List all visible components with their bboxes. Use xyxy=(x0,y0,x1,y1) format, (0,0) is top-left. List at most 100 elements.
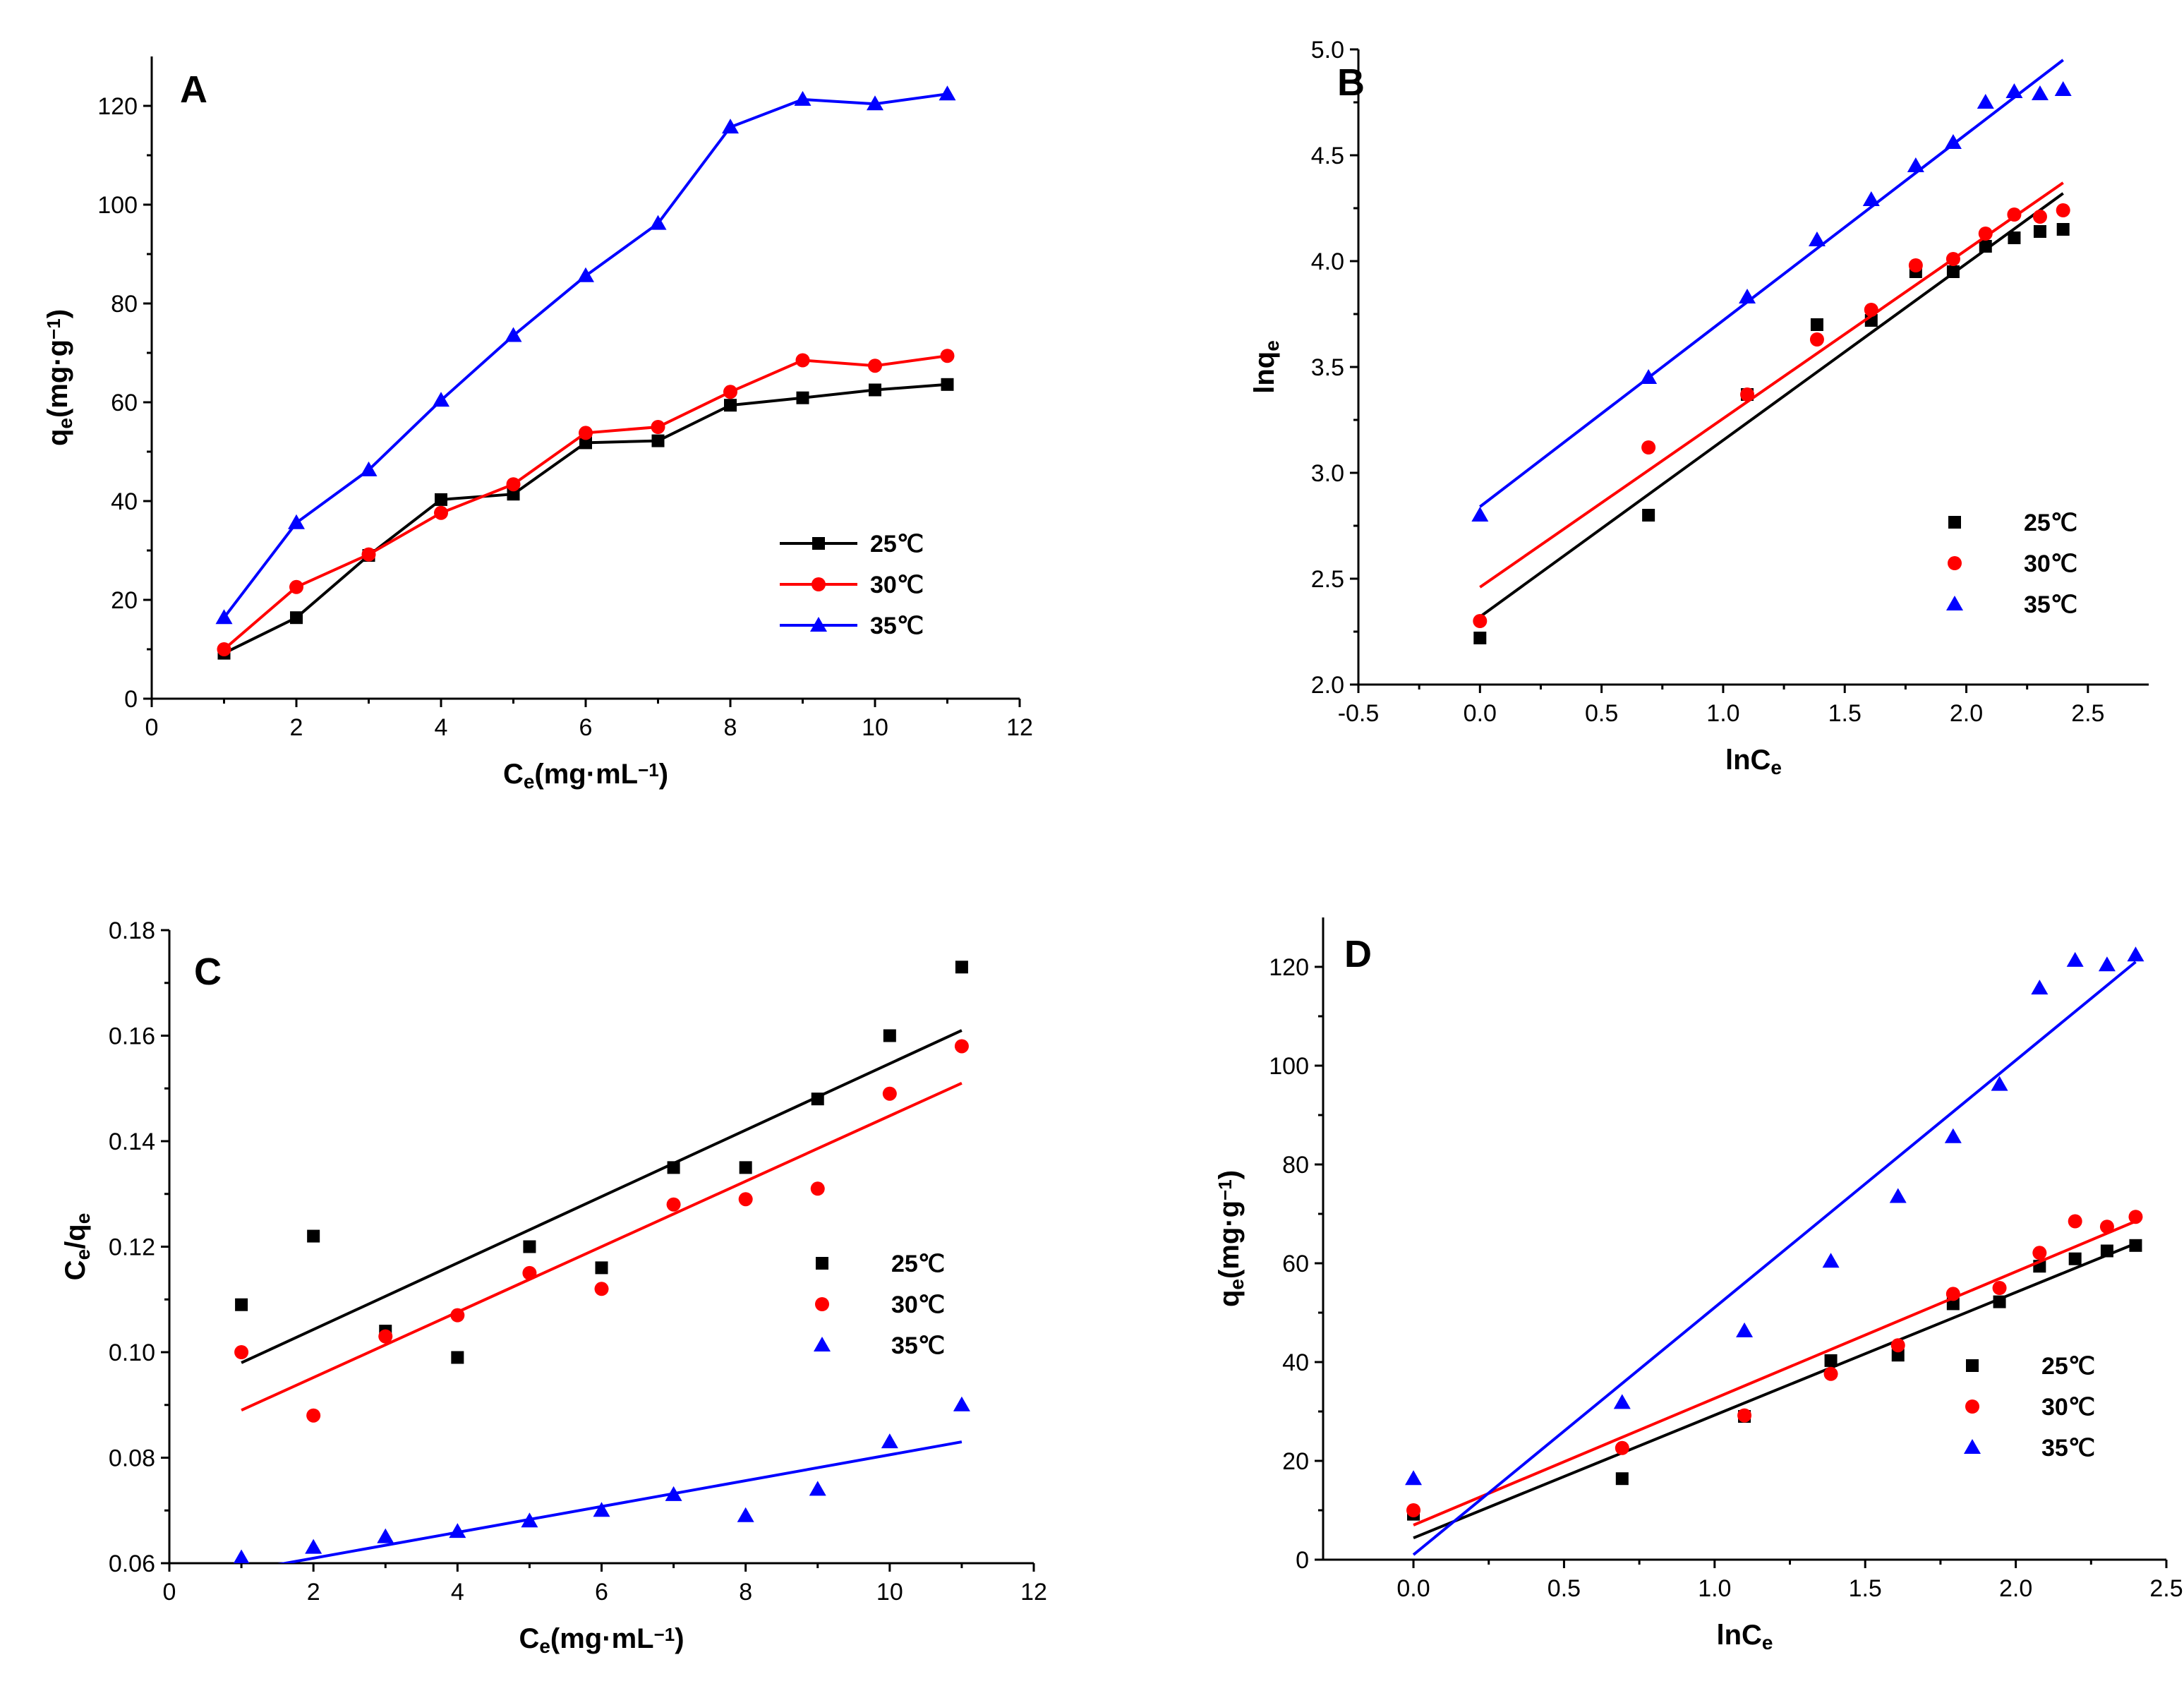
data-point xyxy=(722,119,739,134)
data-point xyxy=(433,392,450,407)
y-axis-title: qe(mg·g−1) xyxy=(1214,1170,1248,1307)
data-point xyxy=(449,1523,466,1539)
data-point xyxy=(2128,1210,2143,1224)
data-point xyxy=(868,359,882,373)
data-point xyxy=(594,1282,609,1296)
legend-label: 30℃ xyxy=(891,1291,945,1318)
data-point xyxy=(2066,951,2084,967)
data-point xyxy=(2068,1252,2082,1265)
data-point xyxy=(215,609,233,625)
data-point xyxy=(1615,1440,1629,1455)
data-point xyxy=(1613,1394,1631,1409)
fit-line xyxy=(241,1029,963,1364)
y-tick-label: 0.10 xyxy=(109,1339,155,1366)
data-point xyxy=(724,399,737,412)
data-point xyxy=(809,1481,826,1496)
panel-label: D xyxy=(1344,933,1372,975)
y-tick-label: 0.06 xyxy=(109,1551,155,1577)
data-point xyxy=(940,349,955,363)
data-point xyxy=(307,1229,320,1243)
legend-label: 25℃ xyxy=(2024,510,2077,536)
series-1 xyxy=(1473,181,2070,628)
series-2 xyxy=(215,85,956,625)
y-tick-label: 40 xyxy=(111,488,138,515)
x-axis-title: lnCe xyxy=(1725,745,1782,778)
data-point xyxy=(1889,1188,1907,1203)
fit-line xyxy=(1479,181,2064,589)
data-point xyxy=(1740,387,1755,402)
x-tick-label: 6 xyxy=(579,714,593,741)
data-point xyxy=(1642,509,1655,522)
y-tick-label: 20 xyxy=(1282,1448,1309,1475)
data-point xyxy=(2005,83,2023,98)
data-point xyxy=(235,1298,248,1311)
x-tick-label: 0.0 xyxy=(1464,700,1497,727)
data-point xyxy=(1862,191,1880,206)
legend-marker xyxy=(1964,1439,1981,1454)
y-tick-label: 2.5 xyxy=(1311,566,1344,593)
x-tick-label: 0.5 xyxy=(1585,700,1618,727)
fit-line xyxy=(1479,192,2064,618)
y-tick-label: 60 xyxy=(1282,1251,1309,1277)
legend-marker xyxy=(1946,596,1963,610)
y-tick-label: 80 xyxy=(1282,1152,1309,1179)
data-point xyxy=(1890,1338,1905,1353)
data-point xyxy=(1945,252,1960,266)
data-point xyxy=(593,1502,610,1517)
x-tick-label: 4 xyxy=(435,714,448,741)
data-point xyxy=(1946,265,1960,278)
data-point xyxy=(811,1092,824,1106)
data-point xyxy=(579,426,593,440)
y-tick-label: 100 xyxy=(1269,1053,1309,1080)
legend-label: 35℃ xyxy=(891,1332,945,1359)
data-point xyxy=(1908,258,1923,272)
data-point xyxy=(233,1549,250,1563)
x-axis-title: lnCe xyxy=(1716,1620,1773,1654)
data-point xyxy=(739,1161,752,1174)
data-point xyxy=(1808,231,1826,246)
series-1 xyxy=(217,349,955,656)
x-tick-label: 0 xyxy=(163,1579,176,1606)
data-point xyxy=(1736,1322,1754,1337)
data-point xyxy=(1891,1349,1905,1362)
legend-label: 35℃ xyxy=(2024,591,2077,618)
x-tick-label: 1.5 xyxy=(1849,1575,1882,1602)
data-point xyxy=(794,90,812,106)
data-point xyxy=(1864,303,1878,317)
data-point xyxy=(234,1345,249,1359)
x-tick-label: 12 xyxy=(1020,1579,1047,1606)
y-tick-label: 0 xyxy=(124,686,138,713)
y-tick-label: 40 xyxy=(1282,1349,1309,1376)
plot-area xyxy=(1471,59,2072,644)
data-point xyxy=(2056,223,2070,236)
series-line xyxy=(223,354,948,651)
data-point xyxy=(1978,227,1993,241)
data-point xyxy=(1737,1408,1752,1423)
legend-label: 30℃ xyxy=(870,572,924,598)
x-tick-label: 12 xyxy=(1006,714,1033,741)
legend-marker xyxy=(1965,1399,1979,1414)
legend-label: 35℃ xyxy=(870,613,924,639)
fit-line xyxy=(1413,1220,2137,1527)
y-tick-label: 5.0 xyxy=(1311,37,1344,64)
data-point xyxy=(1979,240,1992,253)
legend-label: 35℃ xyxy=(2041,1435,2095,1462)
legend-label: 25℃ xyxy=(870,531,924,558)
data-point xyxy=(1991,1076,2008,1091)
y-tick-label: 0.14 xyxy=(109,1128,155,1155)
series-line xyxy=(223,383,948,655)
series-2 xyxy=(1471,59,2072,522)
data-point xyxy=(306,1408,321,1423)
y-tick-label: 2.0 xyxy=(1311,672,1344,699)
data-point xyxy=(577,267,594,282)
data-point xyxy=(796,391,809,404)
legend: 25℃ 30℃ 35℃ xyxy=(1946,510,2077,618)
data-point xyxy=(651,420,665,434)
data-point xyxy=(723,385,737,399)
legend-label: 25℃ xyxy=(2041,1353,2095,1380)
plot-area xyxy=(215,85,956,660)
panel-b: 2.0 2.5 3.0 3.5 4.0 4.5 5.0 -0.5 0.0 0.5 1.0 1.5 2.0… xyxy=(1249,37,2149,778)
x-tick-label: 2 xyxy=(290,714,303,741)
data-point xyxy=(810,1181,825,1196)
x-tick-label: 0 xyxy=(145,714,159,741)
